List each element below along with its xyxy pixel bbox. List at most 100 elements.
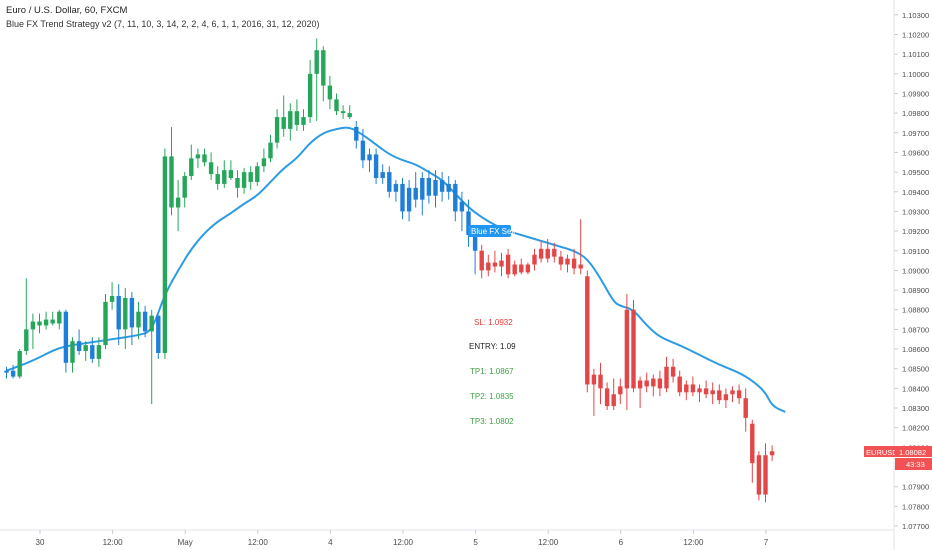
candle bbox=[301, 109, 306, 131]
candle bbox=[149, 309, 154, 405]
candle bbox=[340, 105, 346, 120]
candle-body bbox=[631, 309, 636, 389]
candle-body bbox=[558, 256, 564, 265]
candle bbox=[604, 382, 610, 411]
price-tick-label: 1.08800 bbox=[902, 306, 929, 315]
candle-body bbox=[459, 201, 465, 212]
candle bbox=[684, 380, 689, 401]
candle-body bbox=[340, 111, 346, 114]
price-tick-label: 1.08400 bbox=[902, 384, 929, 393]
candle-body bbox=[426, 178, 432, 196]
candle bbox=[354, 120, 359, 149]
candle-body bbox=[413, 187, 418, 200]
candle-body bbox=[4, 370, 9, 373]
symbol-title: Euro / U.S. Dollar, 60, FXCM bbox=[6, 5, 128, 16]
candle bbox=[519, 258, 524, 275]
price-tick-label: 1.09900 bbox=[902, 89, 929, 98]
price-tick-label: 1.07900 bbox=[902, 483, 929, 492]
candle bbox=[479, 244, 484, 279]
candle-body bbox=[578, 264, 583, 269]
candle bbox=[63, 309, 69, 373]
candle-body bbox=[327, 85, 333, 100]
candle bbox=[228, 160, 234, 180]
price-tick-label: 1.08300 bbox=[902, 404, 929, 413]
candle-body bbox=[255, 166, 260, 182]
take-profit-2-label: TP2: 1.0835 bbox=[470, 392, 514, 401]
candle-body bbox=[347, 113, 352, 118]
candle-body bbox=[294, 111, 300, 125]
time-tick-label: 12:00 bbox=[248, 538, 269, 547]
candle bbox=[413, 172, 418, 208]
time-axis[interactable]: 30 12:00 May 12:00 4 12:00 5 12:00 6 12:00 7 bbox=[36, 530, 769, 547]
candle bbox=[307, 60, 313, 123]
price-tick-label: 1.09300 bbox=[902, 207, 929, 216]
price-tick-label: 1.09100 bbox=[902, 247, 929, 256]
candle-body bbox=[373, 154, 379, 179]
candle-body bbox=[63, 311, 69, 363]
time-tick-label: 30 bbox=[36, 538, 45, 547]
candle-body bbox=[103, 301, 108, 346]
candle bbox=[215, 166, 220, 190]
candle-body bbox=[657, 378, 663, 389]
sell-signal-label: Blue FX Sell bbox=[468, 225, 515, 237]
candle bbox=[723, 388, 729, 409]
candle bbox=[697, 384, 702, 403]
candle bbox=[618, 378, 623, 405]
candle bbox=[393, 179, 399, 202]
price-tag-background bbox=[895, 446, 932, 457]
candle bbox=[532, 248, 537, 271]
candle bbox=[189, 144, 194, 180]
candle-body bbox=[202, 154, 207, 163]
candle bbox=[129, 292, 135, 346]
candle-body bbox=[90, 345, 95, 359]
time-tick-label: 12:00 bbox=[103, 538, 124, 547]
candle-body bbox=[433, 179, 438, 196]
candle bbox=[321, 46, 326, 102]
candle bbox=[717, 384, 722, 405]
candle bbox=[175, 179, 181, 232]
candle-body bbox=[505, 254, 511, 275]
candle bbox=[248, 166, 253, 190]
candle bbox=[631, 299, 636, 393]
moving-average-layer bbox=[6, 126, 786, 413]
candle bbox=[406, 179, 412, 222]
candle-body bbox=[466, 211, 471, 236]
candle bbox=[426, 170, 432, 204]
candle-body bbox=[730, 390, 735, 395]
candle bbox=[710, 382, 715, 405]
candle bbox=[420, 172, 425, 216]
candle-body bbox=[321, 50, 326, 86]
candle-body bbox=[281, 117, 286, 129]
candle-body bbox=[149, 315, 154, 332]
candle-body bbox=[142, 311, 148, 332]
candle-body bbox=[228, 170, 234, 179]
candle-body bbox=[261, 158, 267, 167]
candle bbox=[235, 170, 240, 198]
time-tick-label: 5 bbox=[473, 538, 478, 547]
candle bbox=[505, 248, 511, 279]
candle-body bbox=[525, 264, 531, 273]
sell-signal-text: Blue FX Sell bbox=[471, 227, 515, 236]
candle bbox=[43, 311, 49, 330]
candle-body bbox=[96, 345, 102, 359]
candle-body bbox=[307, 73, 313, 118]
candles-layer bbox=[4, 38, 775, 503]
price-tag-text: 1.08082 bbox=[899, 448, 926, 457]
candle bbox=[367, 148, 372, 173]
candle bbox=[512, 260, 517, 277]
price-tick-label: 1.08700 bbox=[902, 325, 929, 334]
candle-body bbox=[334, 99, 339, 112]
candle bbox=[624, 294, 630, 411]
candle-body bbox=[624, 309, 630, 389]
candle bbox=[274, 109, 280, 149]
time-tick-label: 12:00 bbox=[538, 538, 559, 547]
sell-signal-background bbox=[468, 225, 511, 237]
candle bbox=[261, 148, 267, 173]
candle-body bbox=[268, 142, 273, 159]
candle bbox=[466, 199, 471, 247]
price-tick-label: 1.10200 bbox=[902, 30, 929, 39]
candle-body bbox=[301, 117, 306, 125]
candle-body bbox=[195, 154, 201, 159]
